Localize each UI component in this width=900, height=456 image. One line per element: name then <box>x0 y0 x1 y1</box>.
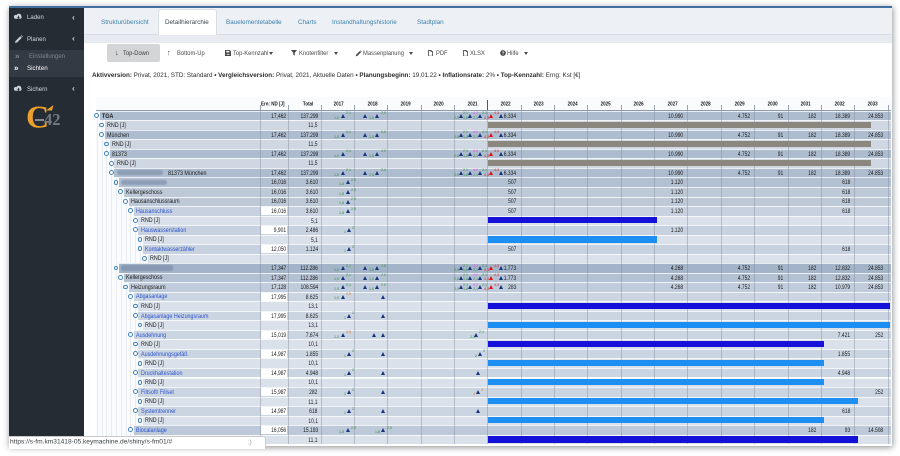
svg-text:?: ? <box>502 51 505 56</box>
